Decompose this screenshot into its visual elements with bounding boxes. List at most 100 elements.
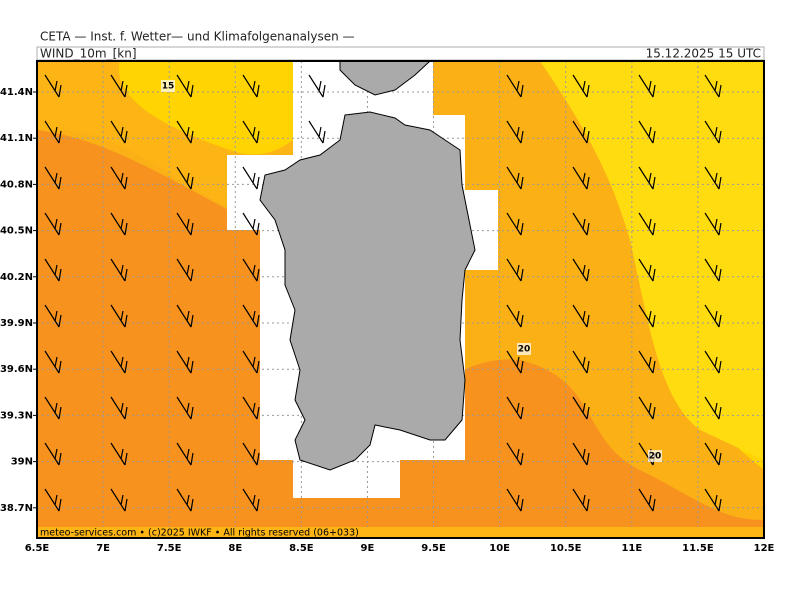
wind-barb (572, 120, 590, 144)
wind-barb (506, 212, 524, 236)
lon-label: 8.5E (289, 543, 314, 554)
wind-barb (110, 350, 128, 374)
wind-barb (242, 166, 260, 190)
contour-label-bg (161, 80, 175, 92)
date-label: 15.12.2025 15 UTC (646, 47, 761, 61)
wind-barb (308, 120, 326, 144)
wind-barb (242, 488, 260, 512)
corsica (339, 61, 431, 96)
lat-label: 40.5N (0, 226, 33, 237)
wind-barb (638, 350, 656, 374)
wind-barb (176, 442, 194, 466)
wind-barb (110, 304, 128, 328)
wind-barb (44, 350, 62, 374)
wind-barb (638, 304, 656, 328)
lon-label: 12E (754, 543, 775, 554)
wind-barb (638, 166, 656, 190)
wind-zone-light (540, 61, 764, 460)
wind-barb (44, 212, 62, 236)
wind-barb (572, 488, 590, 512)
contour-label: 20 (649, 452, 662, 462)
wind-barb (176, 258, 194, 282)
wind-barb (110, 212, 128, 236)
wind-barb (242, 120, 260, 144)
wind-barb (176, 120, 194, 144)
wind-barb (704, 258, 722, 282)
wind-barb (704, 120, 722, 144)
wind-barb (572, 166, 590, 190)
wind-barb (242, 350, 260, 374)
wind-barb (572, 258, 590, 282)
wind-barb (242, 304, 260, 328)
lon-label: 7.5E (157, 543, 182, 554)
wind-barb (242, 442, 260, 466)
wind-barb (506, 442, 524, 466)
lon-label: 8E (228, 543, 242, 554)
contour-label-bg (517, 343, 531, 355)
lon-label: 10.5E (550, 543, 582, 554)
lat-label: 39N (11, 457, 33, 468)
lon-label: 10E (489, 543, 510, 554)
wind-barb (242, 212, 260, 236)
wind-barb (704, 74, 722, 98)
wind-barb (176, 488, 194, 512)
wind-barb (704, 350, 722, 374)
wind-barb (704, 304, 722, 328)
wind-barb (506, 166, 524, 190)
wind-barb (242, 396, 260, 420)
wind-barb (638, 258, 656, 282)
wind-barb (572, 442, 590, 466)
wind-barb (242, 74, 260, 98)
lon-label: 6.5E (25, 543, 50, 554)
lat-label: 39.3N (0, 410, 33, 421)
lat-label: 41.4N (0, 87, 33, 98)
header-title: CETA — Inst. f. Wetter— und Klimafolgena… (40, 30, 355, 44)
wind-barb (506, 258, 524, 282)
lat-label: 39.6N (0, 364, 33, 375)
wind-barb (176, 74, 194, 98)
wind-barb (242, 258, 260, 282)
wind-barb (704, 442, 722, 466)
wind-barb (572, 74, 590, 98)
footer: meteo-services.com • (c)2025 IWKF • All … (40, 528, 359, 539)
wind-barb (506, 120, 524, 144)
sardinia (259, 111, 476, 471)
wind-barb (176, 304, 194, 328)
wind-barb (44, 396, 62, 420)
wind-barb (506, 350, 524, 374)
wind-barb (110, 488, 128, 512)
map-area: meteo-services.com • (c)2025 IWKF • All … (37, 61, 764, 539)
footer-bar (37, 527, 764, 538)
map-frame (36, 60, 765, 539)
wind-barb (506, 396, 524, 420)
wind-barb (176, 166, 194, 190)
lat-label: 38.7N (0, 503, 33, 514)
wind-barb (44, 488, 62, 512)
lat-label: 41.1N (0, 133, 33, 144)
wind-barb (638, 488, 656, 512)
wind-barb (506, 488, 524, 512)
wind-barb (176, 212, 194, 236)
wind-barb (110, 166, 128, 190)
lon-label: 9E (361, 543, 375, 554)
wind-barb (176, 350, 194, 374)
wind-zone-strong (37, 130, 764, 538)
wind-barb (44, 304, 62, 328)
contour-label-bg (648, 450, 662, 462)
wind-barb (176, 396, 194, 420)
wind-barb (572, 396, 590, 420)
wind-barb (44, 258, 62, 282)
wind-barb (572, 350, 590, 374)
wind-barb (44, 120, 62, 144)
wind-barb (704, 166, 722, 190)
lon-label: 9.5E (421, 543, 446, 554)
wind-barb (572, 304, 590, 328)
wind-barb (110, 396, 128, 420)
wind-barb (506, 74, 524, 98)
wind-barb (110, 258, 128, 282)
variable-label: WIND_10m_[kn] (40, 47, 137, 61)
lat-label: 40.2N (0, 272, 33, 283)
contour-label: 20 (518, 345, 531, 355)
wind-barb (704, 488, 722, 512)
lon-label: 7E (96, 543, 110, 554)
